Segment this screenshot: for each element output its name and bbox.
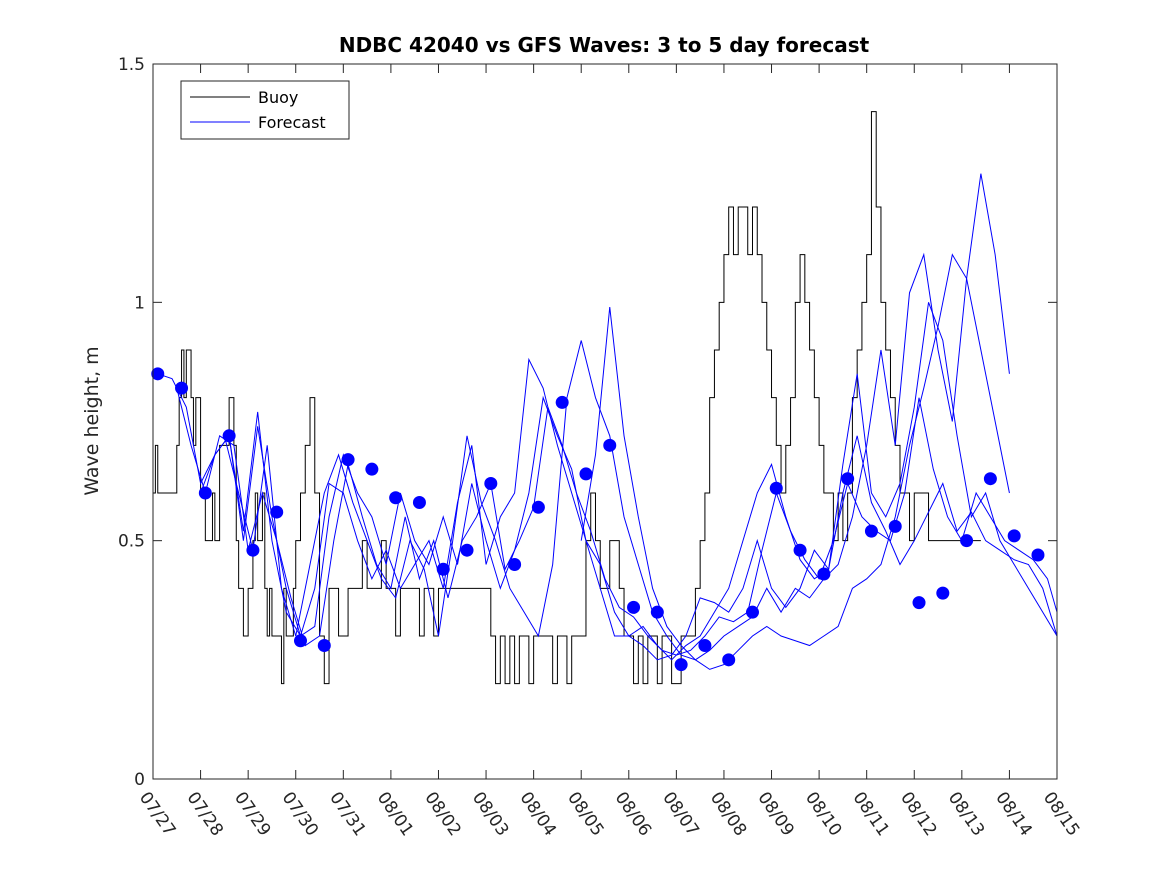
forecast-point (389, 491, 403, 505)
forecast-point (341, 453, 355, 467)
forecast-point (317, 639, 331, 653)
forecast-point (412, 496, 426, 510)
forecast-line-0 (157, 373, 1057, 661)
y-tick-label: 0.5 (118, 532, 145, 552)
forecast-point (484, 476, 498, 490)
forecast-point (460, 543, 474, 557)
y-tick-label: 1.5 (118, 55, 145, 75)
forecast-point (960, 534, 974, 548)
forecast-point (817, 567, 831, 581)
forecast-line-1 (176, 388, 1057, 656)
forecast-point (745, 605, 759, 619)
forecast-point (293, 634, 307, 648)
forecast-point (627, 600, 641, 614)
forecast-point (722, 653, 736, 667)
forecast-point (436, 562, 450, 576)
forecast-point (769, 481, 783, 495)
forecast-point (579, 467, 593, 481)
forecast-point (531, 500, 545, 514)
forecast-point (555, 395, 569, 409)
forecast-point (793, 543, 807, 557)
forecast-point (841, 472, 855, 486)
forecast-point (246, 543, 260, 557)
forecast-line-3 (223, 173, 1010, 661)
legend-forecast-label: Forecast (258, 113, 326, 132)
forecast-point (650, 605, 664, 619)
forecast-point (983, 472, 997, 486)
forecast-point (912, 596, 926, 610)
forecast-point (508, 558, 522, 571)
forecast-point (888, 519, 902, 533)
forecast-point (365, 462, 379, 476)
forecast-point (198, 486, 212, 500)
legend: Buoy Forecast (180, 80, 350, 140)
y-tick-label: 0 (134, 770, 145, 790)
y-tick-label: 1 (134, 293, 145, 313)
forecast-point (674, 658, 688, 672)
y-axis-label: Wave height, m (81, 346, 103, 495)
legend-box (180, 80, 350, 140)
forecast-point (864, 524, 878, 538)
forecast-point (1007, 529, 1021, 543)
chart-title: NDBC 42040 vs GFS Waves: 3 to 5 day fore… (339, 33, 870, 57)
forecast-point (151, 367, 165, 381)
axes-box (152, 63, 1058, 780)
forecast-point (222, 429, 236, 443)
forecast-point (698, 639, 712, 653)
forecast-point (936, 586, 950, 600)
forecast-point (175, 381, 189, 395)
forecast-point (603, 438, 617, 452)
forecast-line-4 (580, 253, 1010, 670)
plot-area (151, 63, 1058, 780)
forecast-point (270, 505, 284, 519)
forecast-line-2 (200, 302, 1057, 661)
forecast-point (1031, 548, 1045, 562)
legend-buoy-label: Buoy (258, 88, 298, 107)
